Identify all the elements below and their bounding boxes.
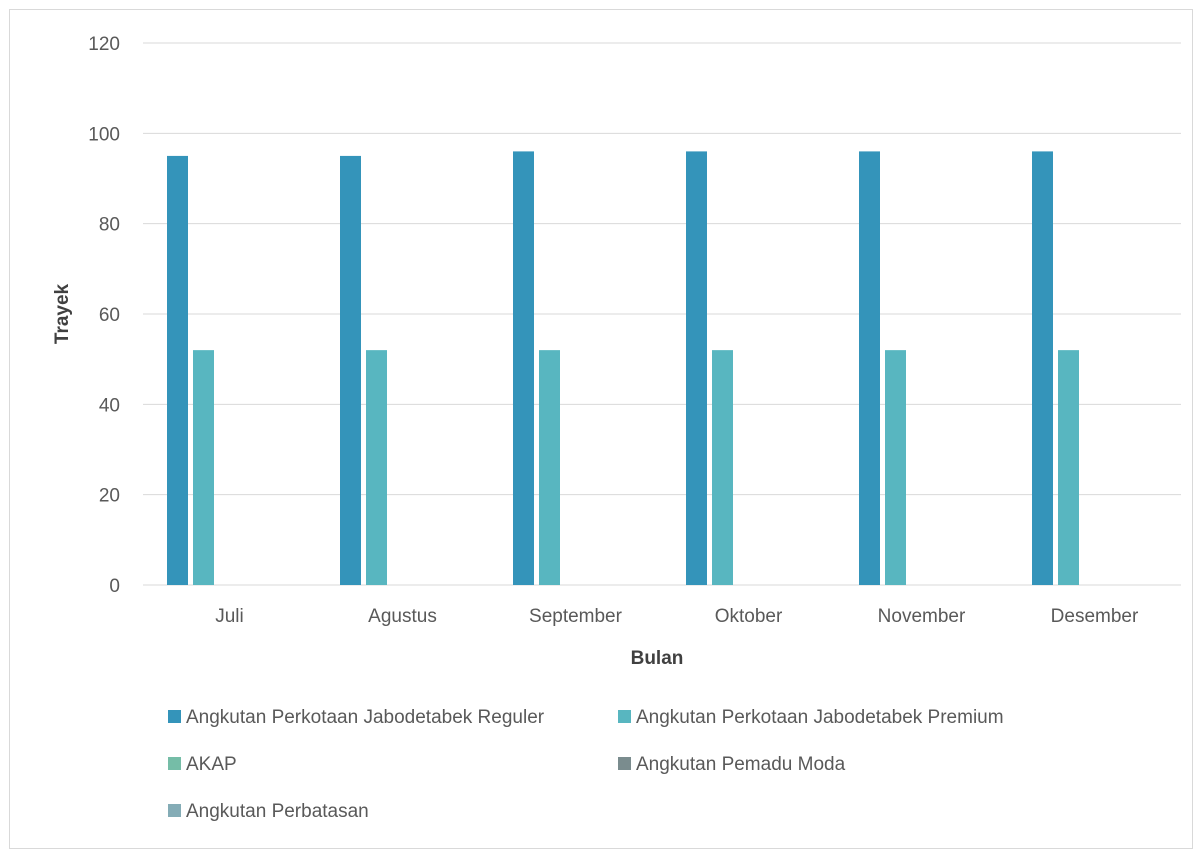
legend-label: Angkutan Pemadu Moda — [636, 754, 846, 775]
y-tick-label: 0 — [109, 576, 120, 597]
legend-swatch — [168, 804, 181, 817]
legend-label: Angkutan Perkotaan Jabodetabek Premium — [636, 707, 1004, 728]
bar — [885, 350, 906, 585]
x-tick-label: Agustus — [368, 606, 437, 627]
bars — [167, 151, 1079, 585]
legend-swatch — [168, 757, 181, 770]
y-axis-title: Trayek — [52, 283, 73, 344]
bar — [366, 350, 387, 585]
x-axis-title: Bulan — [631, 648, 684, 669]
legend: Angkutan Perkotaan Jabodetabek Reguler An… — [168, 707, 1004, 822]
legend-label: AKAP — [186, 754, 237, 775]
gridlines — [143, 42, 1181, 586]
bar — [513, 151, 534, 585]
x-tick-label: Juli — [215, 606, 244, 627]
bar — [340, 155, 361, 585]
y-tick-label: 60 — [99, 305, 120, 326]
y-tick-label: 80 — [99, 215, 120, 236]
y-tick-label: 20 — [99, 486, 120, 507]
y-tick-label: 100 — [88, 124, 120, 145]
y-axis-ticks: 0 20 40 60 80 100 120 — [88, 34, 120, 597]
bar — [1032, 151, 1053, 585]
x-tick-label: Oktober — [715, 606, 783, 627]
legend-label: Angkutan Perbatasan — [186, 801, 369, 822]
legend-swatch — [618, 710, 631, 723]
y-tick-label: 40 — [99, 395, 120, 416]
y-tick-label: 120 — [88, 34, 120, 55]
bar — [712, 350, 733, 585]
bar — [167, 155, 188, 585]
bar — [859, 151, 880, 585]
legend-swatch — [168, 710, 181, 723]
bar — [686, 151, 707, 585]
x-tick-label: September — [529, 606, 623, 627]
legend-swatch — [618, 757, 631, 770]
bar — [1058, 350, 1079, 585]
bar — [193, 350, 214, 585]
legend-label: Angkutan Perkotaan Jabodetabek Reguler — [186, 707, 545, 728]
x-tick-label: November — [878, 606, 966, 627]
x-tick-label: Desember — [1051, 606, 1139, 627]
bar — [539, 350, 560, 585]
x-axis-ticks: Juli Agustus September Oktober November Desem… — [215, 606, 1139, 627]
